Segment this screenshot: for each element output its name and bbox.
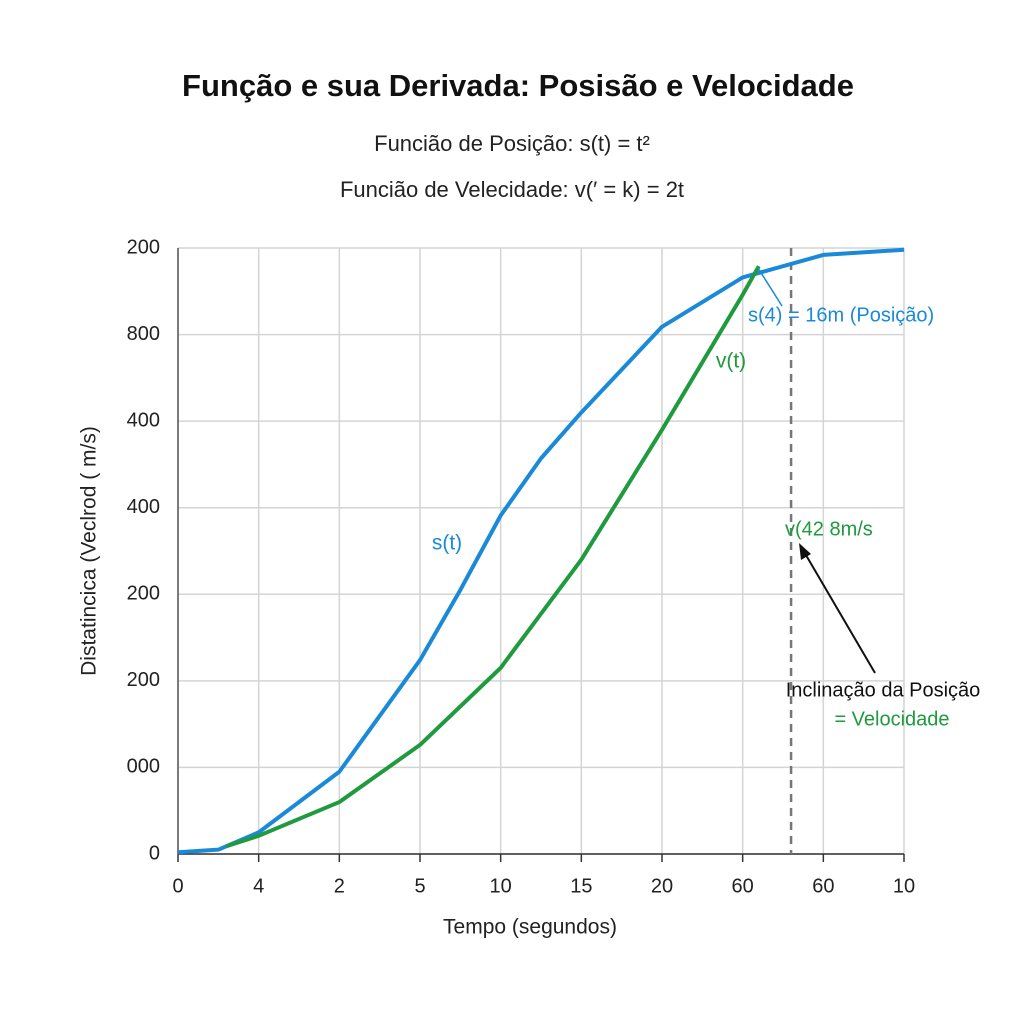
annotation: = Velocidade [834, 708, 949, 730]
leader-line [757, 267, 783, 307]
x-tick-label: 0 [172, 875, 183, 897]
x-tick-label: 4 [253, 875, 264, 897]
subtitle: Funcião de Posição: s(t) = t² [374, 131, 650, 156]
annotation: s(4) = 16m (Posição) [748, 304, 934, 326]
y-tick-label: 400 [127, 496, 160, 518]
arrow [802, 549, 876, 674]
x-tick-label: 5 [414, 875, 425, 897]
y-tick-label: 200 [127, 669, 160, 691]
y-tick-label: 200 [127, 583, 160, 605]
annotation: Inclinação da Posição [786, 679, 981, 701]
y-tick-label: 200 [127, 236, 160, 258]
series-label: s(t) [432, 532, 462, 555]
y-tick-label: 400 [127, 409, 160, 431]
x-tick-label: 10 [893, 875, 915, 897]
x-tick-label: 2 [334, 875, 345, 897]
series-line [225, 265, 761, 849]
y-tick-label: 0 [149, 842, 160, 864]
y-tick-label: 000 [127, 756, 160, 778]
x-tick-label: 10 [490, 875, 512, 897]
chart-title: Função e sua Derivada: Posisão e Velocid… [182, 68, 854, 103]
arrow-head [799, 543, 811, 560]
y-tick-label: 800 [127, 323, 160, 345]
y-axis-label: Distatincica (Veclrod ( m/s) [78, 426, 101, 676]
subtitle: Funcião de Velecidade: v(′ = k) = 2t [340, 177, 684, 202]
x-tick-label: 60 [812, 875, 834, 897]
series-line [177, 247, 905, 855]
x-tick-label: 15 [570, 875, 592, 897]
x-tick-label: 20 [651, 875, 673, 897]
annotation: v(42 8m/s [785, 518, 873, 540]
x-tick-label: 60 [732, 875, 754, 897]
x-axis-label: Tempo (segundos) [443, 916, 617, 939]
series-label: v(t) [716, 350, 746, 373]
